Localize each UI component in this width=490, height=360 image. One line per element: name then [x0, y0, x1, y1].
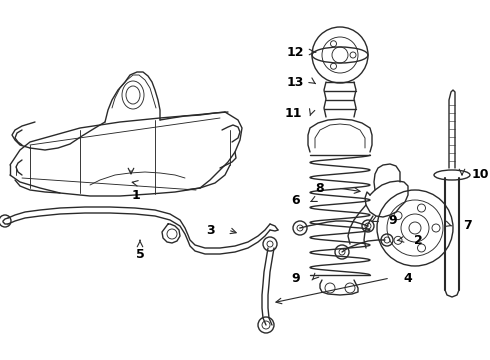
- Text: 9: 9: [389, 213, 397, 226]
- Text: 8: 8: [316, 181, 324, 194]
- Text: 10: 10: [471, 167, 489, 180]
- Text: 6: 6: [292, 194, 300, 207]
- Text: 3: 3: [206, 224, 214, 237]
- Text: 11: 11: [284, 107, 302, 120]
- Text: 13: 13: [286, 76, 304, 89]
- Text: 12: 12: [286, 45, 304, 59]
- Text: 9: 9: [292, 271, 300, 284]
- Text: 2: 2: [414, 234, 422, 247]
- Text: 5: 5: [136, 248, 145, 261]
- Text: 7: 7: [463, 219, 471, 231]
- Text: 4: 4: [404, 271, 413, 284]
- Text: 1: 1: [132, 189, 140, 202]
